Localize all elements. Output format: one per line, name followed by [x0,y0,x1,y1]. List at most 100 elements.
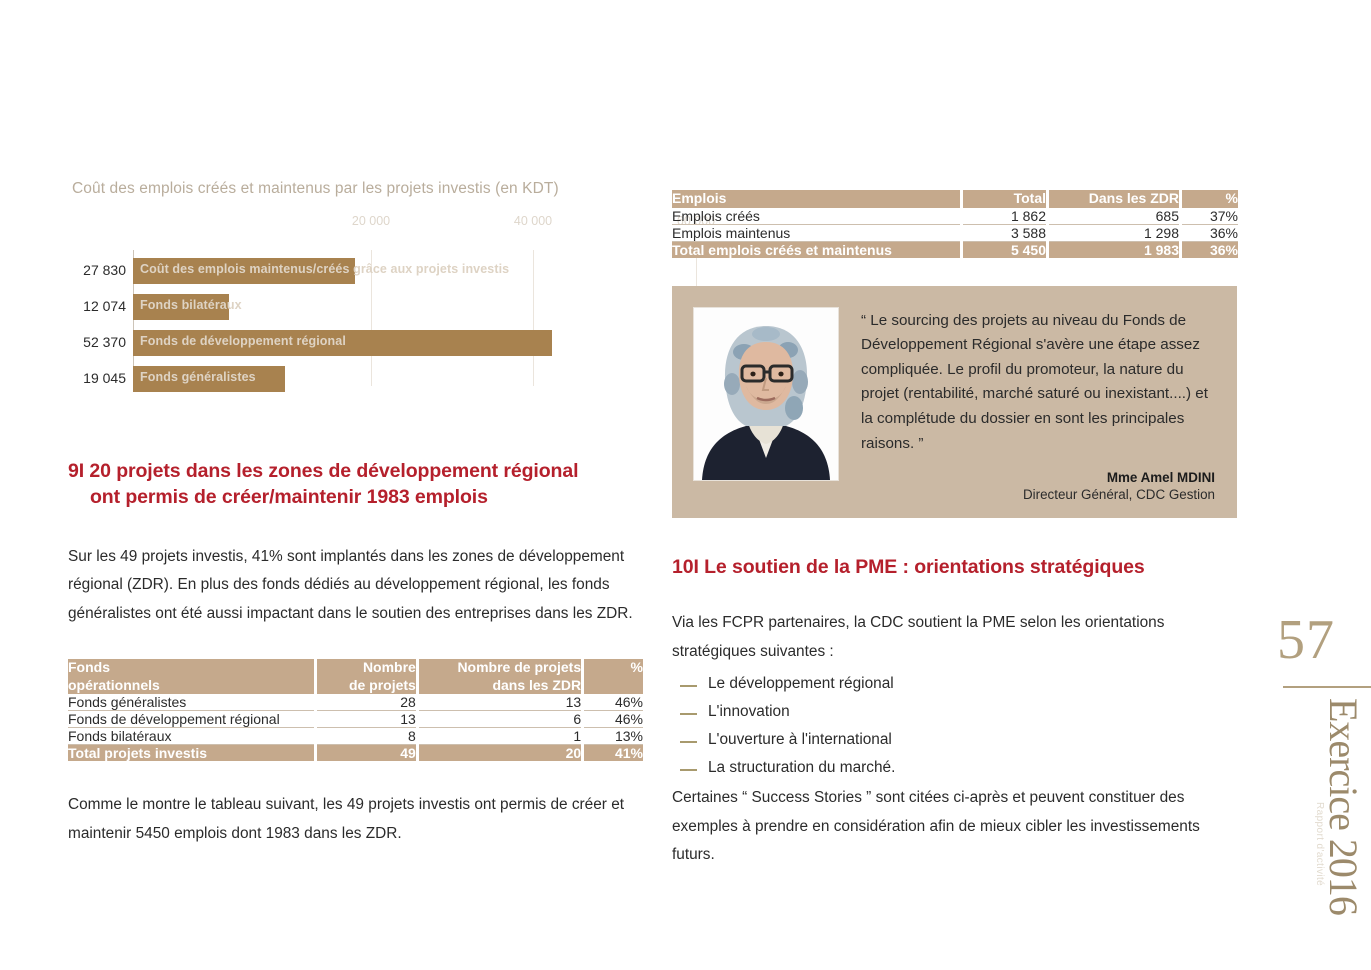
x-tick-label-40000: 40 000 [513,214,553,228]
bar-category-label: Coût des emplois maintenus/créés grâce a… [140,262,510,276]
funds-table-header-pct: % [582,659,643,695]
total-pct: 36% [1180,241,1238,258]
list-item-label: L'ouverture à l'international [708,731,892,749]
page-marker-rule [1283,686,1371,688]
cell-label: Fonds bilatéraux [68,727,318,746]
cell-zdr: 1 [417,727,585,746]
employment-table-header-total: Total [961,190,1049,208]
header-line: Fonds [68,659,110,676]
funds-table: Fonds opérationnels Nombre de projets No… [68,659,643,762]
quote-body: “ Le sourcing des projets au niveau du F… [861,307,1215,503]
cell-zdr: 6 [417,710,585,729]
page-number: 57 [1277,609,1335,671]
list-item: L'innovation [672,698,1237,726]
table-row: Emplois maintenus 3 588 1 298 36% [672,224,1238,242]
cell-pct: 13% [582,727,643,746]
strategy-list: Le développement régional L'innovation L… [672,670,1237,782]
chart-bar [133,366,285,392]
header-line: de projets [348,676,416,693]
section-9-heading: 9I 20 projets dans les zones de développ… [68,459,643,511]
cell-projects: 8 [315,727,419,746]
chart-bar [133,330,552,356]
quote-text: “ Le sourcing des projets au niveau du F… [861,311,1208,452]
bar-value: 27 830 [83,262,126,278]
total-zdr: 20 [417,744,585,762]
left-column: Coût des emplois créés et maintenus par … [68,180,715,848]
quote-role: Directeur Général, CDC Gestion [1022,487,1215,503]
header-line: dans les ZDR [492,676,582,693]
table-total-row: Total projets investis 49 20 41% [68,744,643,762]
section-9-heading-line1: 9I 20 projets dans les zones de développ… [68,460,579,482]
gridline-20000 [371,250,372,386]
list-item: L'ouverture à l'international [672,726,1237,754]
employment-table-header-pct: % [1180,190,1238,208]
list-item-label: Le développement régional [708,675,894,693]
page-marker: 57 Exercice 2016 Rapport d'activité [1261,612,1371,962]
page-marker-report-label: Rapport d'activité [1314,802,1325,887]
chart-title: Coût des emplois créés et maintenus par … [72,180,559,197]
bar-category-label: Fonds bilatéraux [140,298,242,312]
dash-bullet-icon [680,740,697,743]
chart-bar-row: 12 074 Fonds bilatéraux [68,294,643,320]
header-line: Nombre de projets [457,659,582,676]
funds-table-header-fonds: Fonds opérationnels [68,659,318,695]
total-projects: 49 [315,744,419,762]
cell-pct: 46% [582,710,643,729]
cell-zdr: 13 [417,694,585,712]
right-column: Emplois Total Dans les ZDR % Emplois cré… [672,190,1238,870]
cell-label: Emplois créés [672,207,963,225]
list-item: La structuration du marché. [672,754,1237,782]
table-row: Fonds bilatéraux 8 1 13% [68,727,643,746]
header-line: Nombre [362,659,416,676]
cell-label: Fonds de développement régional [68,710,318,729]
total-total: 5 450 [961,241,1049,258]
chart-bar [133,294,229,320]
total-label: Total projets investis [68,744,318,762]
list-item-label: L'innovation [708,703,790,721]
bar-category-label: Fonds de développement régional [140,334,346,348]
cell-label: Fonds généralistes [68,694,318,712]
chart-bar-row: 19 045 Fonds généralistes [68,366,643,392]
gridline-40000 [533,250,534,386]
dash-bullet-icon [680,712,697,715]
cell-zdr: 685 [1047,207,1182,225]
avatar [693,306,839,481]
x-tick-label-20000: 20 000 [351,214,391,228]
dash-bullet-icon [680,768,697,771]
funds-table-header-zdr: Nombre de projets dans les ZDR [417,659,585,695]
portrait-photo-icon [694,307,838,480]
cell-pct: 36% [1180,224,1238,242]
total-label: Total emplois créés et maintenus [672,241,963,258]
cell-label: Emplois maintenus [672,224,963,242]
cell-total: 1 862 [961,207,1049,225]
cell-projects: 28 [315,694,419,712]
employment-table-header-zdr: Dans les ZDR [1047,190,1182,208]
employment-table-header-emplois: Emplois [672,190,963,208]
header-line: % [630,659,643,676]
total-pct: 41% [582,744,643,762]
cell-projects: 13 [315,710,419,729]
table-row: Fonds de développement régional 13 6 46% [68,710,643,729]
page-marker-year: Exercice 2016 [1321,698,1366,915]
table-row: Emplois créés 1 862 685 37% [672,207,1238,225]
total-zdr: 1 983 [1047,241,1182,258]
funds-table-header-nombre: Nombre de projets [315,659,419,695]
table-header-row: Fonds opérationnels Nombre de projets No… [68,659,643,695]
section-9-closing-paragraph: Comme le montre le tableau suivant, les … [68,796,625,842]
list-item: Le développement régional [672,670,1237,698]
list-item-label: La structuration du marché. [708,759,896,777]
quote-block: “ Le sourcing des projets au niveau du F… [672,285,1237,519]
section-10-heading: 10I Le soutien de la PME : orientations … [672,556,1145,579]
header-line: opérationnels [68,676,160,693]
section-10-intro: Via les FCPR partenaires, la CDC soutien… [672,614,1165,660]
chart-bar [133,258,355,284]
bar-value: 52 370 [83,334,126,350]
bar-value: 12 074 [83,298,126,314]
chart-bar-row: 27 830 Coût des emplois maintenus/créés … [68,258,643,284]
table-row: Fonds généralistes 28 13 46% [68,694,643,712]
cell-zdr: 1 298 [1047,224,1182,242]
chart-x-axis: 20 000 40 000 60 000 [133,214,715,230]
bar-value: 19 045 [83,370,126,386]
chart-bar-row: 52 370 Fonds de développement régional [68,330,643,356]
